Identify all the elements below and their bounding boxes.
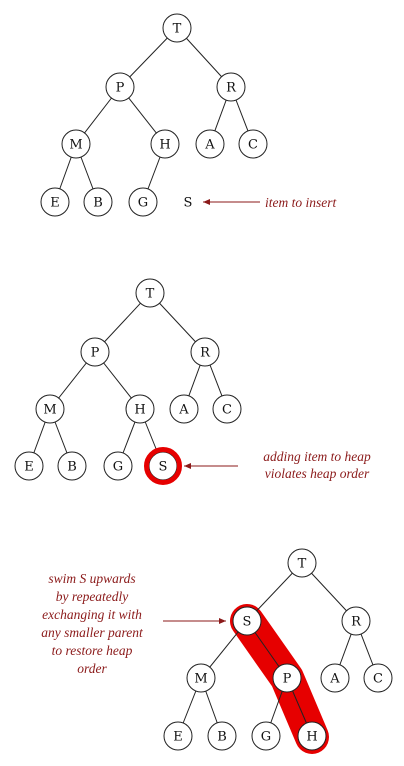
tree-node: R (341, 606, 371, 636)
node-label: G (138, 196, 148, 211)
tree-node: C (212, 394, 242, 424)
highlight-ring (144, 447, 182, 485)
tree-node: C (238, 129, 268, 159)
node-label: S (243, 615, 252, 630)
tree-node: H (150, 129, 180, 159)
panel-3: T S R M P A C (41, 548, 393, 754)
tree-node: G (251, 721, 281, 751)
panel-2: T P R M H A C (14, 278, 371, 485)
tree-node: P (105, 72, 135, 102)
tree-node: R (216, 72, 246, 102)
tree-node: B (83, 187, 113, 217)
node-label: C (248, 138, 258, 153)
node-label: E (173, 730, 183, 745)
tree-node: M (35, 394, 65, 424)
node-label: R (200, 346, 211, 361)
node-label: T (298, 557, 307, 572)
tree-node: T (135, 278, 165, 308)
tree-node: A (169, 394, 199, 424)
tree-node: G (128, 187, 158, 217)
panel-2-nodes: T P R M H A C (14, 278, 242, 485)
node-label: B (93, 196, 103, 211)
node-label: M (194, 672, 207, 687)
node-label: T (173, 22, 182, 37)
tree-node: M (186, 663, 216, 693)
node-label: A (204, 138, 215, 153)
node-label: P (116, 81, 125, 96)
annotation-text: by repeatedly (56, 589, 129, 604)
node-label: A (178, 403, 189, 418)
node-label: B (217, 730, 227, 745)
tree-node: B (57, 451, 87, 481)
tree-node: B (207, 721, 237, 751)
tree-node: A (195, 129, 225, 159)
node-label: E (24, 460, 34, 475)
node-label: C (222, 403, 232, 418)
tree-node: G (103, 451, 133, 481)
node-label: C (373, 672, 383, 687)
tree-node-highlighted: S (232, 606, 262, 636)
annotation-text: any smaller parent (41, 625, 144, 640)
tree-node: H (125, 394, 155, 424)
node-label: R (226, 81, 237, 96)
panel-3-nodes: T S R M P A C (163, 548, 393, 751)
node-label: H (306, 730, 317, 745)
tree-node: E (14, 451, 44, 481)
node-label: H (134, 403, 145, 418)
tree-node: T (287, 548, 317, 578)
tree-node-highlighted: S (144, 447, 182, 485)
node-label: P (91, 346, 100, 361)
annotation-text: exchanging it with (42, 607, 142, 622)
node-label: M (43, 403, 56, 418)
panel-2-edges (28, 292, 228, 467)
node-label: M (69, 138, 82, 153)
node-label: A (329, 672, 340, 687)
annotation-text: violates heap order (265, 466, 370, 481)
tree-node: T (162, 13, 192, 43)
node-label: P (283, 672, 292, 687)
tree-node: M (61, 129, 91, 159)
node-label: E (50, 196, 60, 211)
tree-node-highlighted: P (272, 663, 302, 693)
tree-node: E (40, 187, 70, 217)
annotation-text: item to insert (265, 195, 337, 210)
annotation-text: order (77, 661, 107, 676)
panel-1-nodes: T P R M H A C (40, 13, 268, 217)
panel-1: T P R M H A C (40, 13, 337, 217)
tree-node: E (163, 721, 193, 751)
node-label: R (351, 615, 362, 630)
tree-node: P (80, 337, 110, 367)
node-label: B (67, 460, 77, 475)
node-label: G (261, 730, 271, 745)
node-label: T (146, 287, 155, 302)
tree-node-highlighted: H (297, 721, 327, 751)
tree-node: C (363, 663, 393, 693)
annotation-text: swim S upwards (48, 571, 135, 586)
node-label: G (113, 460, 123, 475)
node-label: S (159, 460, 168, 475)
pending-item-label: S (184, 196, 193, 211)
tree-node: R (190, 337, 220, 367)
annotation-text: to restore heap (52, 643, 133, 658)
annotation-text: adding item to heap (263, 449, 371, 464)
tree-node: A (320, 663, 350, 693)
panel-1-edges (54, 27, 254, 203)
node-label: H (159, 138, 170, 153)
